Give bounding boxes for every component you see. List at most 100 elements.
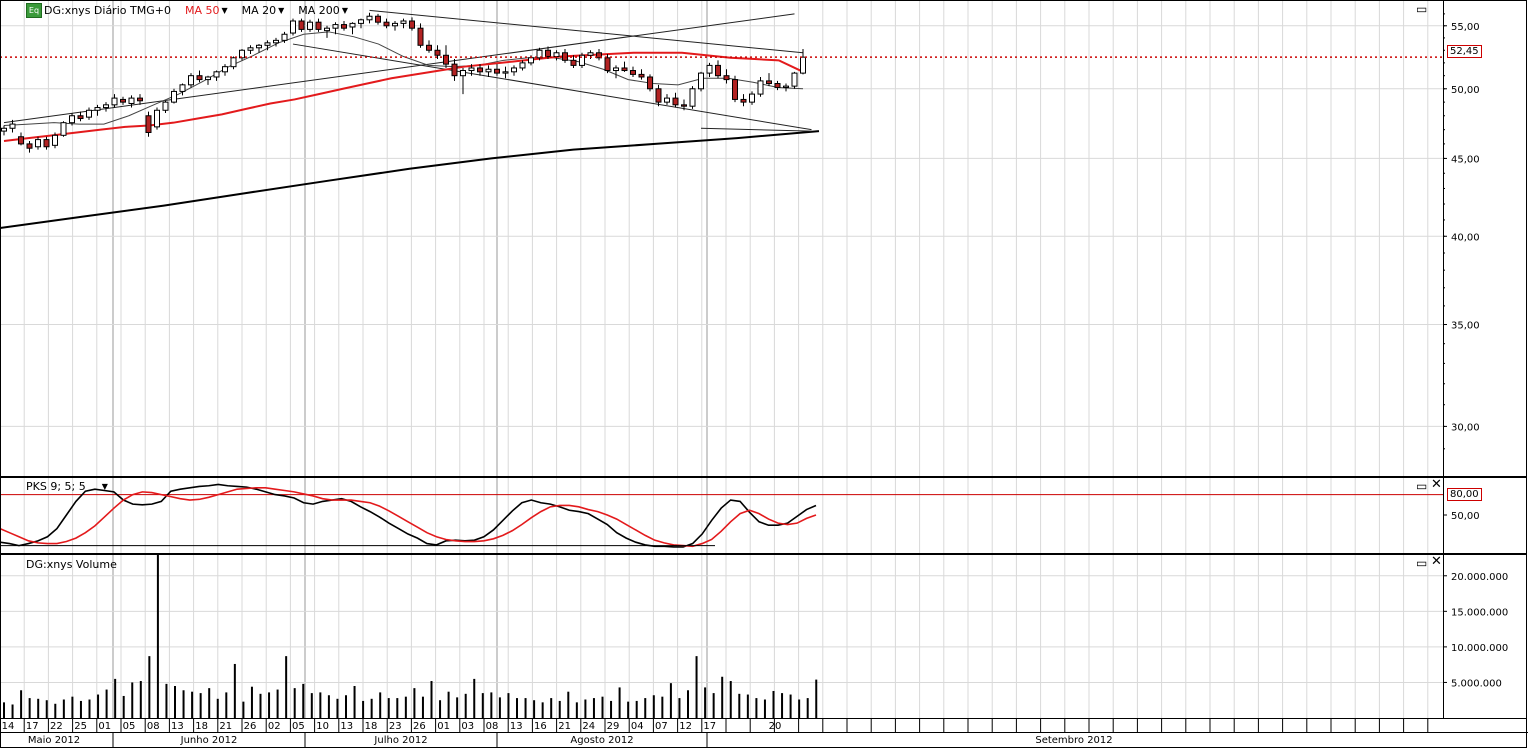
volume-bar <box>678 698 681 718</box>
candle <box>502 66 509 79</box>
volume-bar <box>507 693 510 718</box>
candle <box>179 83 186 96</box>
instrument-selector[interactable]: Eq DG:xnys Diário TMG+0 <box>26 3 171 18</box>
candle <box>672 92 679 108</box>
candle <box>689 86 696 109</box>
volume-bar <box>584 699 587 718</box>
candle <box>400 18 407 29</box>
candle <box>120 96 126 105</box>
volume-bar <box>362 700 365 718</box>
candle <box>451 59 458 81</box>
candle-body <box>307 21 313 30</box>
maximize-icon[interactable]: ▭ <box>1416 479 1428 493</box>
candle-body <box>800 56 806 74</box>
close-icon[interactable]: ✕ <box>1431 477 1442 492</box>
candle-body <box>128 97 135 104</box>
volume-bar <box>516 698 518 718</box>
day-tick-label: 12 <box>679 721 692 732</box>
price-tick-label: 55,00 <box>1451 22 1480 33</box>
volume-bar <box>798 699 801 718</box>
oscillator-level-box: 80,00 <box>1447 488 1482 501</box>
indicator-ma20[interactable]: MA 20 ▼ <box>242 4 285 17</box>
candle <box>766 73 772 87</box>
candle <box>375 13 381 25</box>
candle <box>613 65 619 79</box>
volume-bar <box>490 692 493 718</box>
candle <box>681 99 687 111</box>
candle <box>137 94 143 105</box>
volume-bar <box>114 678 117 718</box>
candle-body <box>426 44 432 51</box>
volume-bar <box>738 693 741 718</box>
maximize-icon[interactable]: ▭ <box>1416 556 1428 570</box>
close-icon[interactable]: ✕ <box>1431 554 1442 569</box>
volume-bar <box>62 699 65 718</box>
volume-bar <box>601 696 604 718</box>
volume-bar <box>233 663 236 718</box>
candle <box>647 74 653 92</box>
volume-bar <box>139 681 142 718</box>
candle <box>205 75 211 85</box>
candle <box>273 37 279 47</box>
oscillator-panel-header[interactable]: PKS 9; 5; 5 ▼ <box>26 480 108 493</box>
maximize-icon[interactable]: ▭ <box>1416 2 1428 16</box>
volume-bar <box>165 683 168 718</box>
volume-bar <box>293 688 296 718</box>
candle-body <box>783 85 789 88</box>
indicator-ma200[interactable]: MA 200 ▼ <box>298 4 348 17</box>
candle-body <box>579 54 585 66</box>
volume-bar <box>541 702 544 718</box>
day-tick-label: 13 <box>340 721 353 732</box>
candle <box>536 47 543 61</box>
candle <box>43 136 50 150</box>
volume-bar <box>763 699 766 718</box>
candle <box>485 65 492 77</box>
day-tick-label: 01 <box>437 721 450 732</box>
candle <box>545 46 551 60</box>
panel-border <box>0 477 1527 554</box>
volume-bar <box>37 698 40 718</box>
day-tick-label: 05 <box>292 721 305 732</box>
oscillator-series-line <box>0 483 817 548</box>
volume-bar <box>174 686 176 718</box>
candle <box>230 56 237 70</box>
candle <box>26 141 33 153</box>
candle <box>111 94 118 108</box>
candle <box>409 17 415 31</box>
price-tick-label: 50,00 <box>1451 85 1480 96</box>
candle <box>52 132 58 149</box>
candle <box>570 55 577 68</box>
candle <box>162 100 169 114</box>
day-tick-label: 14 <box>2 721 15 732</box>
candle-body <box>536 49 543 59</box>
candle <box>596 49 602 61</box>
volume-bar <box>781 693 784 718</box>
indicator-ma50[interactable]: MA 50 ▼ <box>185 4 228 17</box>
candle-body <box>341 24 347 29</box>
candle-body <box>587 52 594 56</box>
volume-bar <box>456 697 459 718</box>
volume-bar <box>20 690 23 718</box>
instrument-label: DG:xnys Diário TMG+0 <box>44 4 171 17</box>
volume-bar <box>404 696 407 718</box>
day-tick-label: 17 <box>26 721 39 732</box>
candle-body <box>749 93 755 103</box>
volume-tick-label: 20.000.000 <box>1451 572 1508 583</box>
volume-bar <box>199 693 202 718</box>
candle-body <box>519 62 526 69</box>
candle-body <box>630 70 636 75</box>
month-tick-label: Setembro 2012 <box>1035 735 1112 746</box>
volume-bar <box>498 697 501 718</box>
volume-bar <box>481 693 484 718</box>
month-tick-label: Maio 2012 <box>28 735 80 746</box>
candle-body <box>409 20 415 29</box>
candle-body <box>570 59 577 66</box>
oscillator-series-line <box>0 486 817 548</box>
volume-bar <box>421 696 424 718</box>
candle-body <box>324 27 330 32</box>
candle-body <box>528 57 534 64</box>
candle-body <box>766 80 772 85</box>
candle-body <box>757 80 764 95</box>
candle-body <box>77 115 84 120</box>
